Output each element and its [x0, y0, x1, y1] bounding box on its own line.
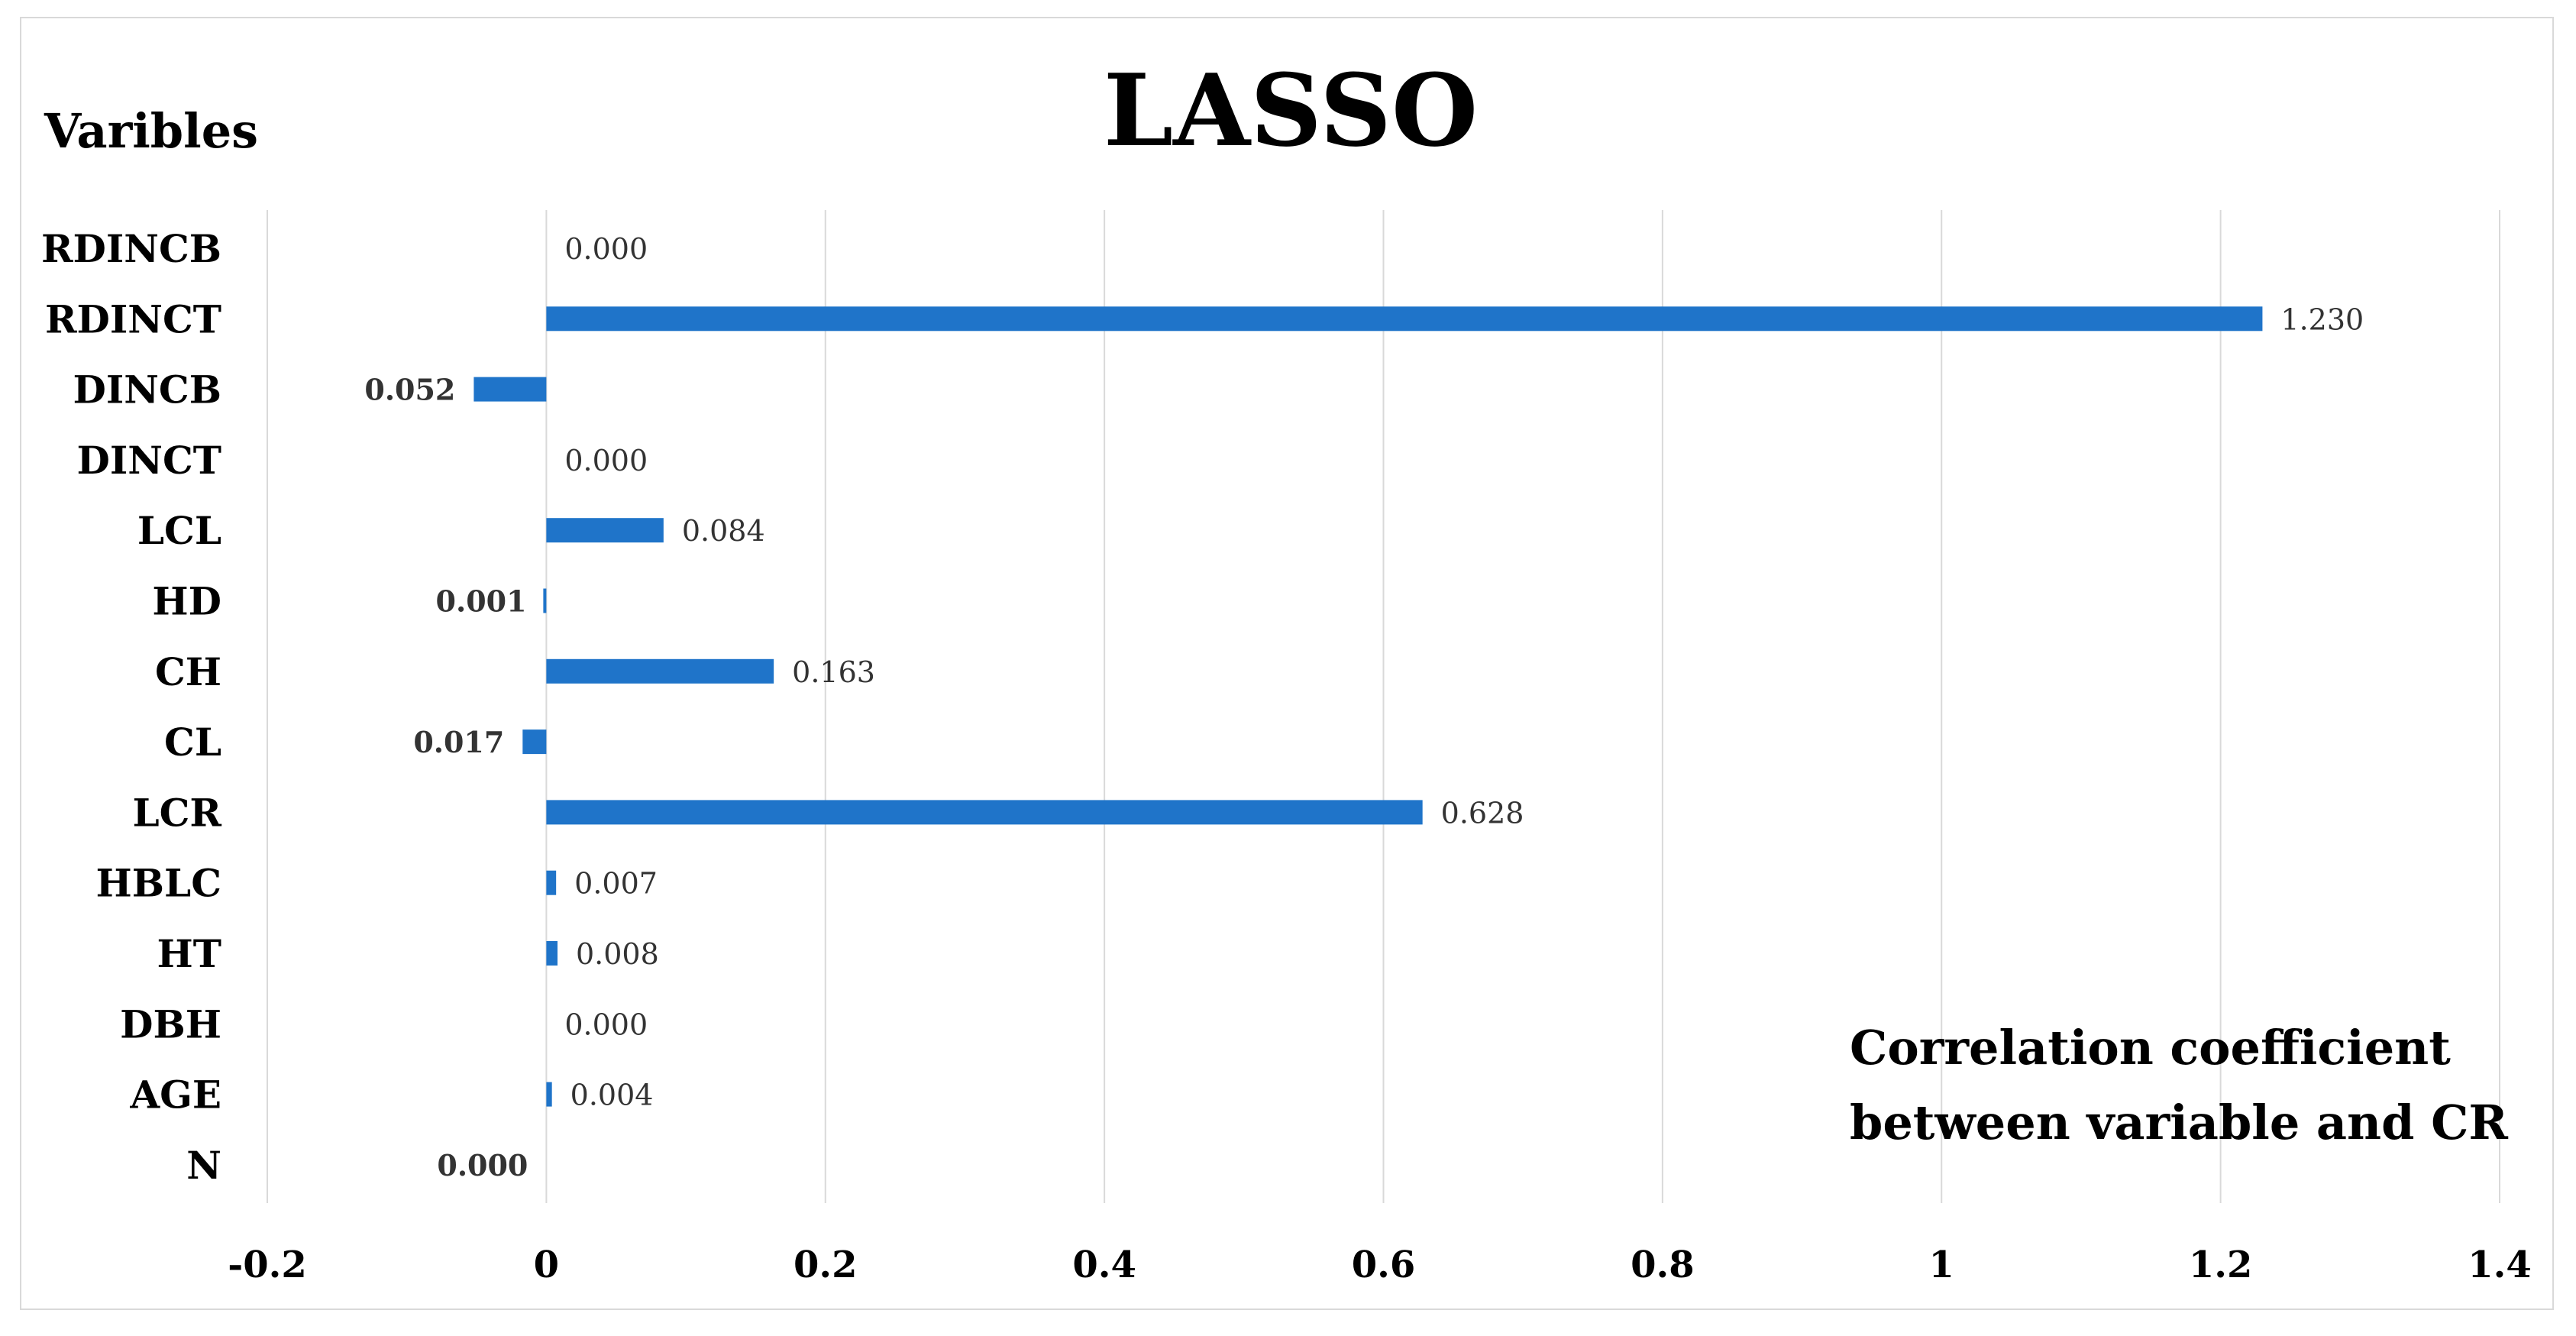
data-label-lcl: 0.084 [682, 514, 765, 548]
bar-ch [546, 658, 774, 684]
data-label-age: 0.004 [570, 1079, 654, 1112]
data-label-rdinct: 1.230 [2280, 302, 2364, 336]
x-tick-label-5: 0.8 [1631, 1244, 1695, 1286]
category-label-lcr: LCR [132, 790, 221, 835]
x-tick-label-2: 0.2 [793, 1244, 858, 1286]
data-label-dbh: 0.000 [564, 1008, 648, 1041]
data-label-n: 0.000 [437, 1148, 528, 1182]
category-label-dbh: DBH [120, 1001, 221, 1046]
data-label-rdincb: 0.000 [564, 232, 648, 266]
x-tick-label-7: 1.2 [2189, 1244, 2253, 1286]
data-label-cl: 0.017 [413, 725, 504, 759]
bar-lcl [546, 518, 664, 543]
chart-frame [20, 17, 2554, 1310]
data-label-ht: 0.008 [576, 937, 659, 971]
category-label-age: AGE [129, 1072, 221, 1118]
category-label-dinct: DINCT [77, 438, 221, 483]
category-label-ht: HT [157, 931, 221, 976]
x-tick-label-6: 1 [1929, 1244, 1954, 1286]
ticks-layer: -0.2 0 0.2 0.4 0.6 0.8 1 1.2 1.4 [228, 1244, 2531, 1286]
bar-rdinct [546, 306, 2263, 332]
bar-lcr [546, 800, 1423, 825]
category-label-hblc: HBLC [96, 861, 221, 906]
bar-ht [546, 941, 558, 966]
category-label-hd: HD [152, 579, 221, 624]
data-label-dinct: 0.000 [564, 444, 648, 477]
bars-layer [474, 306, 2263, 1107]
category-label-lcl: LCL [137, 508, 221, 553]
bar-hd [543, 588, 547, 613]
category-label-rdincb: RDINCB [41, 226, 221, 271]
chart-title: LASSO [1104, 52, 1478, 169]
data-label-lcr: 0.628 [1441, 796, 1524, 830]
bar-age [546, 1082, 552, 1107]
data-label-ch: 0.163 [792, 655, 875, 689]
annotation-line-2: between variable and CR [1850, 1095, 2508, 1150]
bar-cl [522, 729, 547, 755]
y-axis-label: Varibles [44, 103, 258, 159]
x-tick-label-8: 1.4 [2468, 1244, 2532, 1286]
x-tick-label-1: 0 [534, 1244, 559, 1286]
annotation-line-1: Correlation coefficient [1850, 1020, 2451, 1076]
bar-hblc [546, 870, 557, 895]
labels-layer: RDINCB 0.000 RDINCT 1.230 DINCB 0.052 DINCT 0.0… [41, 226, 2364, 1188]
category-label-n: N [186, 1143, 221, 1188]
category-label-cl: CL [164, 720, 221, 765]
category-label-dincb: DINCB [73, 367, 221, 412]
data-label-dincb: 0.052 [364, 373, 455, 407]
data-label-hd: 0.001 [436, 584, 527, 619]
x-tick-label-3: 0.4 [1072, 1244, 1136, 1286]
grid-layer [267, 210, 2500, 1203]
x-tick-label-4: 0.6 [1352, 1244, 1416, 1286]
bar-dincb [474, 377, 547, 402]
data-label-hblc: 0.007 [574, 867, 658, 901]
x-tick-label-0: -0.2 [228, 1244, 306, 1286]
category-label-rdinct: RDINCT [45, 296, 221, 341]
category-label-ch: CH [155, 649, 221, 694]
